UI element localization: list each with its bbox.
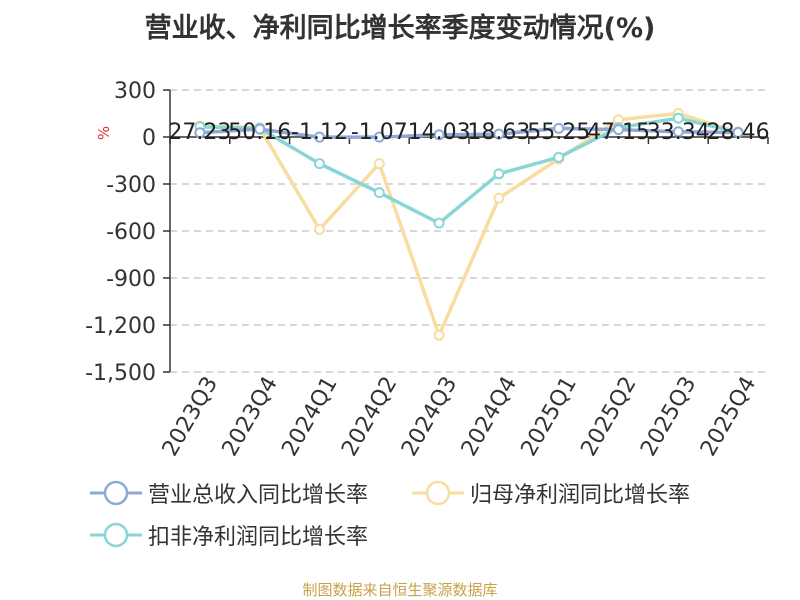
series-line <box>199 111 739 337</box>
series-line <box>199 116 739 225</box>
x-tick-label: 2025Q2 <box>576 373 641 461</box>
data-point <box>194 127 206 139</box>
legend-marker-icon <box>412 480 464 506</box>
data-label: 50.16 <box>228 120 291 145</box>
legend-item-revenue[interactable]: 营业总收入同比增长率 <box>88 477 368 509</box>
y-tick-label: -300 <box>106 173 156 198</box>
data-point <box>314 158 325 170</box>
y-tick-label: -600 <box>106 220 156 245</box>
data-label: 28.46 <box>707 120 770 145</box>
x-tick-label: 2024Q2 <box>337 373 402 461</box>
y-tick-label: -1,200 <box>85 314 156 339</box>
data-point <box>732 127 744 139</box>
data-point <box>553 122 565 134</box>
data-point <box>314 131 325 143</box>
legend-label: 归母净利润同比增长率 <box>470 483 691 508</box>
x-tick-label: 2025Q4 <box>696 373 761 461</box>
data-point <box>373 158 385 170</box>
legend-marker-icon <box>90 480 142 506</box>
data-point <box>493 192 505 204</box>
data-label: 55.25 <box>527 120 590 145</box>
x-tick-label: 2025Q1 <box>517 373 582 461</box>
legend-label: 扣非净利润同比增长率 <box>148 525 369 550</box>
data-point <box>433 217 445 229</box>
x-tick-label: 2024Q4 <box>457 373 522 461</box>
source-note: 制图数据来自恒生聚源数据库 <box>302 581 498 599</box>
y-tick-label: -1,500 <box>85 361 156 386</box>
x-tick-label: 2023Q4 <box>218 373 283 461</box>
data-point <box>493 168 505 180</box>
legend-marker-icon <box>90 522 142 548</box>
series-line <box>199 126 739 139</box>
x-tick-label: 2024Q3 <box>397 373 462 461</box>
data-point <box>254 123 266 135</box>
y-axis-label: % <box>95 126 113 140</box>
chart-title: 营业收、净利同比增长率季度变动情况(%) <box>144 13 656 44</box>
data-label: -1.07 <box>351 120 408 145</box>
data-point <box>314 223 325 235</box>
data-point <box>672 112 684 124</box>
data-point <box>613 124 624 136</box>
legend-item-deducted-net-profit[interactable]: 扣非净利润同比增长率 <box>88 519 368 551</box>
y-tick-label: 0 <box>142 126 156 151</box>
data-point <box>553 151 565 163</box>
data-label: 18.63 <box>467 120 530 145</box>
data-point <box>373 187 385 199</box>
legend-item-net-profit[interactable]: 归母净利润同比增长率 <box>410 477 690 509</box>
series-layer <box>194 108 744 341</box>
x-tick-label: 2025Q3 <box>636 373 701 461</box>
data-point <box>493 128 505 140</box>
y-tick-label: -900 <box>106 267 156 292</box>
data-point <box>433 329 445 341</box>
data-point <box>373 131 385 143</box>
data-point <box>433 129 445 141</box>
grid-layer <box>170 89 768 373</box>
x-tick-label: 2024Q1 <box>277 373 342 461</box>
data-label: 27.23 <box>168 120 231 145</box>
data-label: 14.03 <box>408 120 471 145</box>
data-label: 47.15 <box>587 120 650 145</box>
data-label: -1.12 <box>291 120 348 145</box>
y-tick-label: 300 <box>114 79 156 104</box>
data-label: 33.34 <box>647 120 710 145</box>
data-point <box>672 126 684 138</box>
legend-label: 营业总收入同比增长率 <box>148 483 369 508</box>
x-tick-label: 2023Q3 <box>158 373 223 461</box>
